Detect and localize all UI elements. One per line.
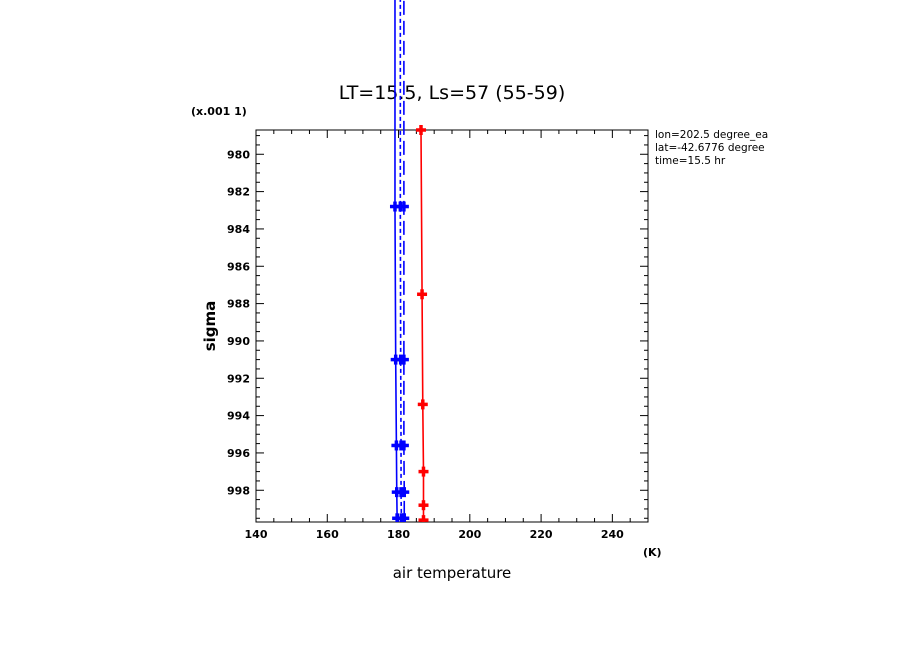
data-point-marker [418, 515, 429, 522]
data-point-marker [399, 487, 410, 498]
plot-frame [255, 129, 649, 523]
y-tick-label: 990 [227, 335, 250, 348]
y-tick-label: 996 [227, 447, 250, 460]
data-point-marker [398, 440, 409, 451]
data-point-marker [415, 125, 426, 135]
series-line-0 [420, 129, 425, 521]
axis-ticks: 140 160 180 200 220 240 980 982 984 986 988 990 992 9… [227, 130, 649, 541]
data-point-marker [417, 289, 428, 300]
y-tick-label: 988 [227, 298, 250, 311]
x-tick-label: 140 [245, 528, 268, 541]
info-text-block: lon=202.5 degree_ea lat=-42.6776 degree … [655, 129, 768, 167]
data-point-marker [417, 399, 428, 410]
y-tick-label: 994 [227, 410, 250, 423]
y-tick-label: 998 [227, 484, 250, 497]
data-point-marker [418, 466, 429, 477]
y-axis-label: sigma [201, 301, 219, 352]
info-line-time: time=15.5 hr [655, 155, 726, 167]
x-axis-unit: (K) [643, 546, 662, 559]
y-axis-unit: (x.001 1) [191, 105, 247, 118]
x-tick-label: 200 [458, 528, 481, 541]
series-layer [389, 0, 429, 522]
y-tick-label: 984 [227, 223, 250, 236]
x-tick-label: 160 [316, 528, 339, 541]
data-point-marker [418, 500, 429, 511]
x-axis-label: air temperature [393, 564, 512, 582]
y-tick-label: 980 [227, 148, 250, 161]
x-tick-label: 240 [601, 528, 624, 541]
info-line-lat: lat=-42.6776 degree [655, 142, 765, 154]
data-point-marker [398, 354, 409, 365]
x-tick-label: 180 [387, 528, 410, 541]
info-line-lon: lon=202.5 degree_ea [655, 129, 768, 141]
y-tick-label: 992 [227, 372, 250, 385]
y-tick-label: 986 [227, 260, 250, 273]
x-tick-label: 220 [530, 528, 553, 541]
data-point-marker [398, 201, 409, 212]
y-tick-label: 982 [227, 186, 250, 199]
chart-title: LT=15.5, Ls=57 (55-59) [339, 82, 566, 104]
data-point-marker [399, 513, 410, 522]
